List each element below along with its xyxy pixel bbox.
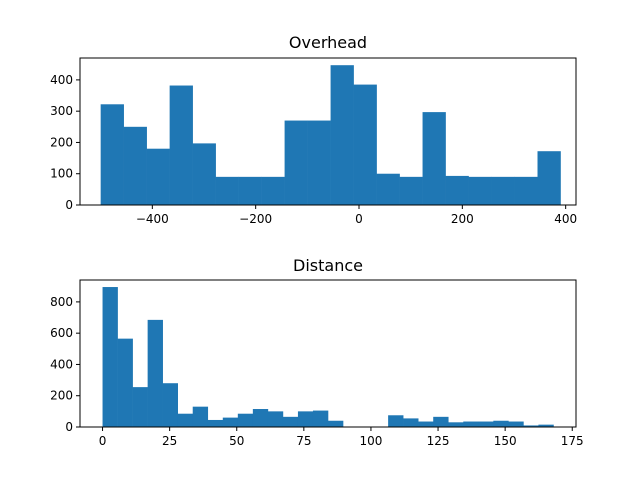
distance-ytick-label-0: 0 (65, 420, 73, 434)
overhead-bar-7 (261, 176, 285, 205)
distance-bar-4 (162, 383, 178, 427)
distance-bars (102, 287, 554, 427)
overhead-bar-8 (284, 120, 308, 205)
overhead-bar-6 (238, 176, 262, 205)
distance-bar-2 (132, 387, 148, 427)
overhead-bars (100, 65, 561, 205)
overhead-ytick-label-0: 0 (65, 198, 73, 212)
distance-xtick-label-6: 150 (494, 434, 517, 448)
distance-title: Distance (293, 256, 363, 275)
distance-bar-8 (222, 417, 239, 427)
overhead-bar-0 (100, 104, 124, 205)
distance-bar-13 (297, 411, 314, 427)
overhead-ytick-label-4: 400 (50, 73, 73, 87)
overhead-bar-5 (215, 176, 239, 205)
distance-bar-23 (448, 422, 464, 427)
distance-xtick-label-5: 125 (427, 434, 450, 448)
overhead-ytick-label-3: 300 (50, 104, 73, 118)
overhead-xtick-label-2: 0 (355, 212, 363, 226)
overhead-bar-3 (169, 85, 193, 205)
distance-bar-28 (523, 425, 539, 427)
distance-ytick-label-2: 400 (50, 357, 73, 371)
overhead-xtick-label-4: 400 (554, 212, 577, 226)
overhead-bar-15 (445, 175, 469, 205)
overhead-bar-9 (307, 120, 331, 205)
overhead-bar-16 (468, 176, 492, 205)
distance-bar-1 (117, 338, 133, 427)
distance-bar-21 (418, 421, 434, 427)
distance-axes-frame (79, 279, 577, 428)
distance-bar-11 (267, 411, 284, 427)
distance-bar-0 (102, 287, 118, 427)
distance-ytick-label-4: 800 (50, 295, 73, 309)
overhead-ytick-label-2: 200 (50, 135, 73, 149)
distance-bar-24 (463, 421, 479, 427)
distance-xtick-label-4: 100 (359, 434, 382, 448)
distance-bar-26 (493, 420, 509, 427)
distance-bar-3 (147, 319, 163, 427)
overhead-xtick-label-0: −400 (136, 212, 169, 226)
overhead-xtick-label-3: 200 (451, 212, 474, 226)
overhead-bar-11 (353, 84, 377, 205)
overhead-bar-13 (399, 176, 423, 205)
distance-bar-5 (177, 413, 194, 427)
distance-xtick-label-1: 25 (162, 434, 177, 448)
overhead-bar-19 (537, 151, 561, 205)
distance-bar-14 (312, 410, 329, 427)
overhead-bar-4 (192, 143, 216, 205)
distance-bar-12 (282, 416, 299, 427)
distance-bar-25 (478, 421, 494, 427)
overhead-subplot: Overhead −400 −200 0 200 400 0 100 200 300 400 (50, 33, 577, 226)
distance-bar-20 (403, 418, 419, 427)
distance-bar-19 (388, 415, 404, 427)
distance-xtick-label-0: 0 (99, 434, 107, 448)
distance-xtick-label-3: 75 (296, 434, 311, 448)
overhead-bar-2 (146, 148, 170, 205)
overhead-xtick-label-1: −200 (239, 212, 272, 226)
distance-ytick-label-1: 200 (50, 389, 73, 403)
distance-bar-6 (192, 406, 209, 427)
distance-bar-27 (508, 421, 524, 427)
distance-xtick-label-7: 175 (561, 434, 584, 448)
distance-bar-10 (252, 409, 269, 427)
overhead-title: Overhead (289, 33, 367, 52)
overhead-axes-frame (79, 57, 577, 206)
distance-subplot: Distance 0 25 50 75 100 125 150 175 0 200 400 600 80… (50, 256, 584, 448)
distance-bar-15 (328, 420, 344, 427)
overhead-bar-12 (376, 173, 400, 205)
overhead-bar-10 (330, 65, 354, 205)
overhead-bar-14 (422, 112, 446, 205)
distance-bar-9 (237, 413, 254, 427)
overhead-bar-18 (514, 176, 538, 205)
distance-bar-22 (433, 416, 449, 427)
distance-xtick-label-2: 50 (229, 434, 244, 448)
distance-bar-29 (538, 424, 554, 427)
overhead-bar-17 (491, 176, 515, 205)
overhead-bar-1 (123, 126, 147, 205)
distance-ytick-label-3: 600 (50, 326, 73, 340)
overhead-ytick-label-1: 100 (50, 167, 73, 181)
distance-bar-7 (207, 419, 224, 427)
